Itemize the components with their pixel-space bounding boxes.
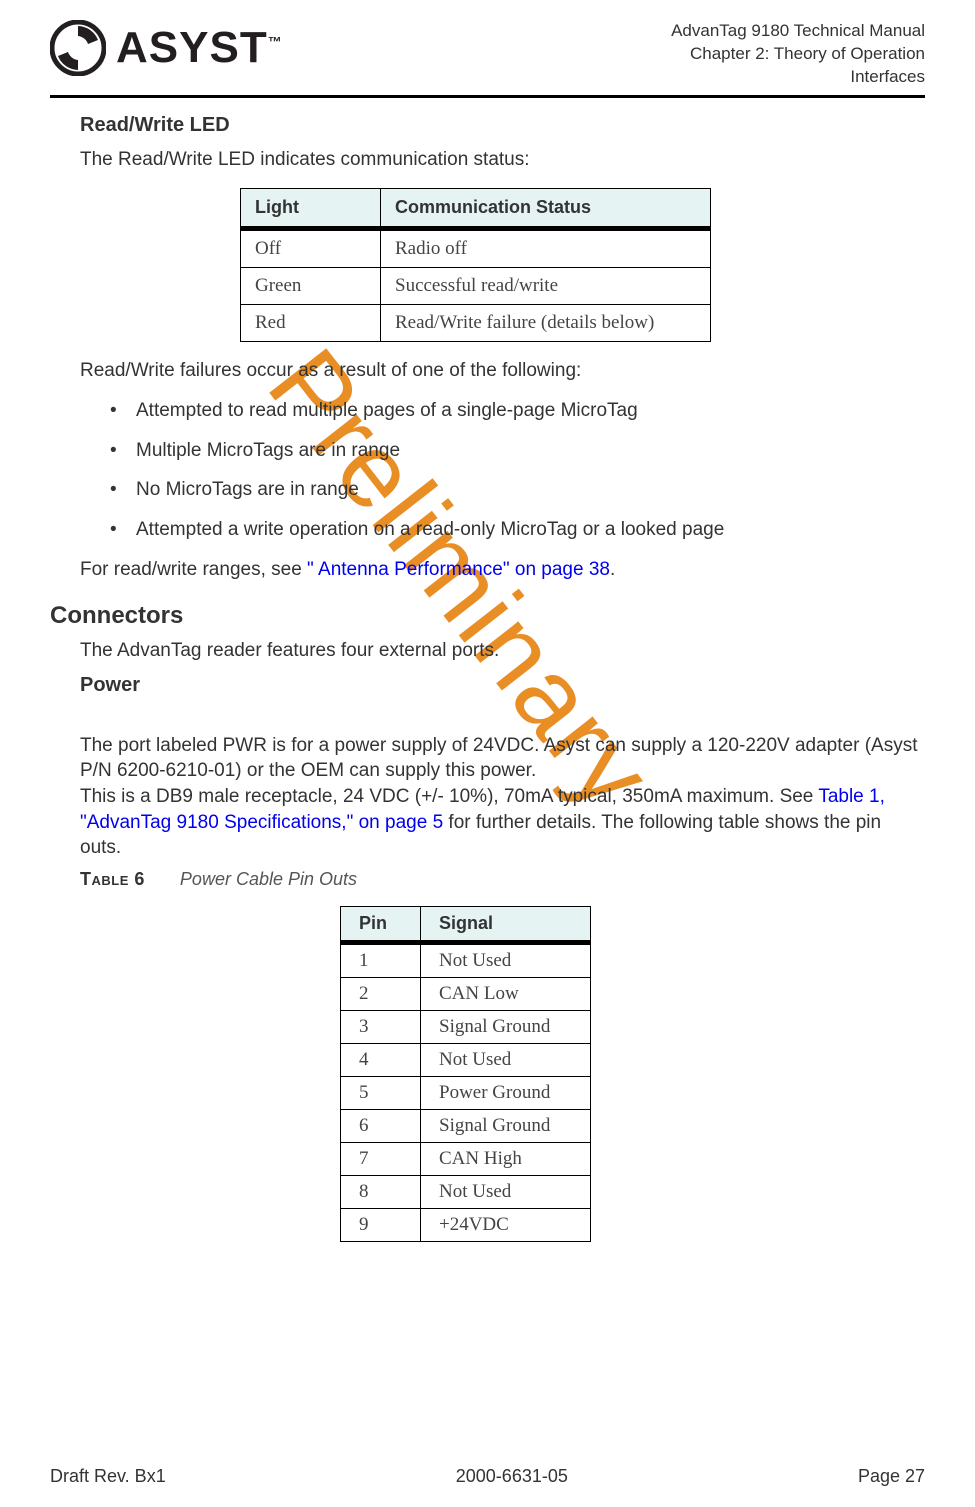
heading-connectors: Connectors — [50, 602, 925, 630]
table-cell: 1 — [341, 942, 421, 977]
footer-draft-rev: Draft Rev. Bx1 — [50, 1466, 166, 1487]
list-item: Multiple MicroTags are in range — [110, 438, 925, 464]
connectors-intro: The AdvanTag reader features four extern… — [80, 638, 925, 664]
list-item: Attempted a write operation on a read-on… — [110, 517, 925, 543]
table-cell: Radio off — [381, 229, 711, 268]
table-row: 3Signal Ground — [341, 1010, 591, 1043]
table-cell: 2 — [341, 977, 421, 1010]
table-cell: 8 — [341, 1175, 421, 1208]
footer-doc-number: 2000-6631-05 — [456, 1466, 568, 1487]
table6-caption: Table 6 Power Cable Pin Outs — [80, 869, 925, 890]
table-cell: Not Used — [421, 1043, 591, 1076]
logo-icon — [50, 20, 106, 76]
table-cell: 9 — [341, 1208, 421, 1241]
table-cell: Power Ground — [421, 1076, 591, 1109]
table-row: 5Power Ground — [341, 1076, 591, 1109]
link-antenna-performance[interactable]: " Antenna Performance" on page 38 — [307, 559, 610, 580]
table-row: 2CAN Low — [341, 977, 591, 1010]
table-cell: Signal Ground — [421, 1109, 591, 1142]
rw-led-intro: The Read/Write LED indicates communicati… — [80, 147, 925, 173]
table-row: OffRadio off — [241, 229, 711, 268]
failures-list: Attempted to read multiple pages of a si… — [80, 398, 925, 543]
power-paragraph: The port labeled PWR is for a power supp… — [80, 707, 925, 861]
logo-tm: ™ — [268, 33, 283, 49]
table-row: 6Signal Ground — [341, 1109, 591, 1142]
heading-power: Power — [80, 674, 925, 697]
table-cell: Off — [241, 229, 381, 268]
table-cell: Not Used — [421, 942, 591, 977]
table-row: 4Not Used — [341, 1043, 591, 1076]
section-title: Interfaces — [671, 66, 925, 89]
table-cell: 5 — [341, 1076, 421, 1109]
page-footer: Draft Rev. Bx1 2000-6631-05 Page 27 — [50, 1466, 925, 1487]
document-meta: AdvanTag 9180 Technical Manual Chapter 2… — [671, 20, 925, 89]
table-row: 9+24VDC — [341, 1208, 591, 1241]
th-pin: Pin — [341, 906, 421, 942]
table-cell: +24VDC — [421, 1208, 591, 1241]
table-row: RedRead/Write failure (details below) — [241, 305, 711, 342]
table6-label: Table 6 — [80, 869, 145, 889]
table-row: 1Not Used — [341, 942, 591, 977]
list-item: No MicroTags are in range — [110, 477, 925, 503]
manual-title: AdvanTag 9180 Technical Manual — [671, 20, 925, 43]
table-cell: Green — [241, 268, 381, 305]
table-cell: 7 — [341, 1142, 421, 1175]
table6-title: Power Cable Pin Outs — [180, 869, 357, 889]
logo: ASYST™ — [50, 20, 283, 76]
ranges-line: For read/write ranges, see " Antenna Per… — [80, 557, 925, 583]
table-cell: Successful read/write — [381, 268, 711, 305]
list-item: Attempted to read multiple pages of a si… — [110, 398, 925, 424]
logo-brand: ASYST™ — [116, 23, 283, 73]
table-row: GreenSuccessful read/write — [241, 268, 711, 305]
th-signal: Signal — [421, 906, 591, 942]
ranges-suffix: . — [610, 559, 615, 580]
table-pin-outs: Pin Signal 1Not Used2CAN Low3Signal Grou… — [340, 906, 591, 1242]
table-row: 7CAN High — [341, 1142, 591, 1175]
footer-page-number: Page 27 — [858, 1466, 925, 1487]
power-para-prefix: The port labeled PWR is for a power supp… — [80, 735, 917, 807]
table-cell: Read/Write failure (details below) — [381, 305, 711, 342]
th-light: Light — [241, 189, 381, 229]
table-cell: 6 — [341, 1109, 421, 1142]
table-cell: 4 — [341, 1043, 421, 1076]
table-cell: CAN Low — [421, 977, 591, 1010]
logo-brand-text: ASYST — [116, 23, 268, 72]
th-status: Communication Status — [381, 189, 711, 229]
table-row: 8Not Used — [341, 1175, 591, 1208]
table-cell: 3 — [341, 1010, 421, 1043]
ranges-prefix: For read/write ranges, see — [80, 559, 307, 580]
page-header: ASYST™ AdvanTag 9180 Technical Manual Ch… — [50, 20, 925, 98]
chapter-title: Chapter 2: Theory of Operation — [671, 43, 925, 66]
table-cell: Red — [241, 305, 381, 342]
table-cell: CAN High — [421, 1142, 591, 1175]
table-cell: Signal Ground — [421, 1010, 591, 1043]
failures-intro: Read/Write failures occur as a result of… — [80, 358, 925, 384]
table-cell: Not Used — [421, 1175, 591, 1208]
heading-read-write-led: Read/Write LED — [80, 114, 925, 137]
table-comm-status: Light Communication Status OffRadio offG… — [240, 188, 711, 342]
